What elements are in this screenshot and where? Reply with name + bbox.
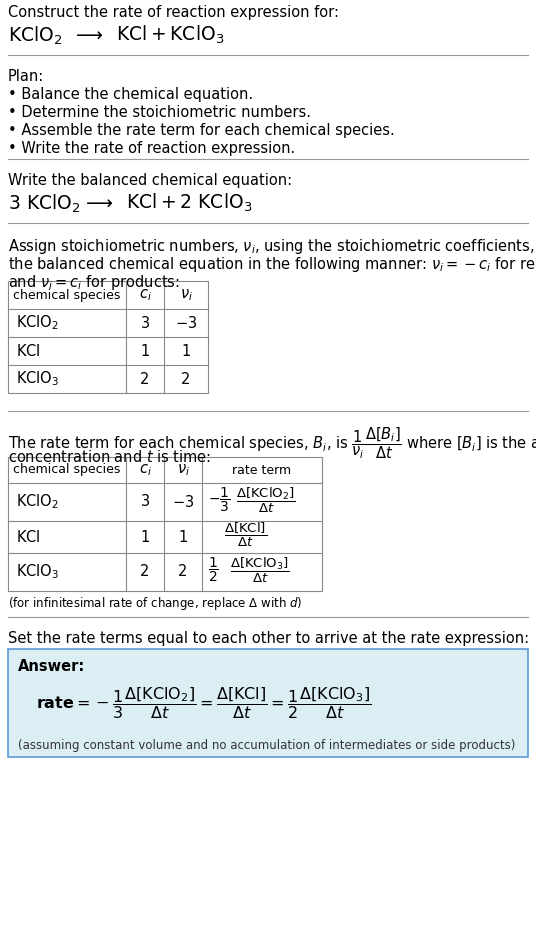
Text: $\mathregular{KCl}$: $\mathregular{KCl}$ [16, 529, 41, 545]
Text: $\dfrac{\Delta[\mathrm{KClO_3}]}{\Delta t}$: $\dfrac{\Delta[\mathrm{KClO_3}]}{\Delta … [230, 555, 290, 585]
Text: $c_i$: $c_i$ [139, 288, 151, 303]
Text: 1: 1 [178, 529, 188, 545]
Text: $\mathregular{3\ KClO_2}$: $\mathregular{3\ KClO_2}$ [8, 193, 81, 215]
Text: $\mathregular{KCl + KClO_3}$: $\mathregular{KCl + KClO_3}$ [116, 24, 225, 47]
Text: Construct the rate of reaction expression for:: Construct the rate of reaction expressio… [8, 5, 339, 20]
Text: • Write the rate of reaction expression.: • Write the rate of reaction expression. [8, 141, 295, 156]
Text: $\mathregular{KClO_3}$: $\mathregular{KClO_3}$ [16, 563, 59, 582]
Bar [8, 457, 322, 591]
Text: 2: 2 [140, 565, 150, 580]
Text: $\mathregular{KCl + 2\ KClO_3}$: $\mathregular{KCl + 2\ KClO_3}$ [126, 192, 252, 214]
Bar [8, 281, 208, 393]
Text: (for infinitesimal rate of change, replace $\Delta$ with $d$): (for infinitesimal rate of change, repla… [8, 595, 302, 612]
Text: chemical species: chemical species [13, 288, 121, 302]
Text: $-3$: $-3$ [175, 315, 197, 331]
Text: 3: 3 [140, 494, 150, 509]
Text: (assuming constant volume and no accumulation of intermediates or side products): (assuming constant volume and no accumul… [18, 739, 516, 752]
Text: • Assemble the rate term for each chemical species.: • Assemble the rate term for each chemic… [8, 123, 394, 138]
Text: 2: 2 [140, 371, 150, 387]
Text: $c_i$: $c_i$ [139, 462, 151, 478]
FancyBboxPatch shape [8, 649, 528, 757]
Text: $\dfrac{1}{2}$: $\dfrac{1}{2}$ [208, 556, 219, 585]
Text: $\mathregular{KClO_2}$: $\mathregular{KClO_2}$ [16, 313, 59, 332]
Text: the balanced chemical equation in the following manner: $\nu_i = -c_i$ for react: the balanced chemical equation in the fo… [8, 255, 536, 274]
Text: • Determine the stoichiometric numbers.: • Determine the stoichiometric numbers. [8, 105, 311, 120]
Text: • Balance the chemical equation.: • Balance the chemical equation. [8, 87, 253, 102]
Text: and $\nu_i = c_i$ for products:: and $\nu_i = c_i$ for products: [8, 273, 180, 292]
Text: $\mathregular{KCl}$: $\mathregular{KCl}$ [16, 343, 41, 359]
Text: Write the balanced chemical equation:: Write the balanced chemical equation: [8, 173, 292, 188]
Text: Set the rate terms equal to each other to arrive at the rate expression:: Set the rate terms equal to each other t… [8, 631, 529, 646]
Text: Answer:: Answer: [18, 659, 85, 674]
Text: 1: 1 [181, 344, 191, 359]
Text: chemical species: chemical species [13, 464, 121, 477]
Text: $-\dfrac{1}{3}$: $-\dfrac{1}{3}$ [208, 486, 230, 514]
Text: Plan:: Plan: [8, 69, 44, 84]
Text: $\mathbf{rate} = -\dfrac{1}{3}\dfrac{\Delta[\mathrm{KClO_2}]}{\Delta t}= \dfrac{: $\mathbf{rate} = -\dfrac{1}{3}\dfrac{\De… [36, 685, 371, 721]
Text: 2: 2 [181, 371, 191, 387]
Text: 2: 2 [178, 565, 188, 580]
Text: 1: 1 [140, 529, 150, 545]
Text: $\mathregular{KClO_2}$: $\mathregular{KClO_2}$ [8, 25, 63, 48]
Text: $\dfrac{\Delta[\mathrm{KCl}]}{\Delta t}$: $\dfrac{\Delta[\mathrm{KCl}]}{\Delta t}$ [224, 521, 267, 549]
Text: 1: 1 [140, 344, 150, 359]
Text: $\nu_i$: $\nu_i$ [180, 288, 192, 303]
Text: $\nu_i$: $\nu_i$ [176, 462, 190, 478]
Text: $\mathregular{KClO_3}$: $\mathregular{KClO_3}$ [16, 369, 59, 388]
Text: $\longrightarrow$: $\longrightarrow$ [72, 25, 103, 44]
Text: $\longrightarrow$: $\longrightarrow$ [82, 193, 114, 212]
Text: The rate term for each chemical species, $B_i$, is $\dfrac{1}{\nu_i}\dfrac{\Delt: The rate term for each chemical species,… [8, 425, 536, 461]
Text: rate term: rate term [233, 464, 292, 477]
Text: $-3$: $-3$ [172, 494, 194, 510]
Text: $\dfrac{\Delta[\mathrm{KClO_2}]}{\Delta t}$: $\dfrac{\Delta[\mathrm{KClO_2}]}{\Delta … [236, 486, 296, 515]
Text: Assign stoichiometric numbers, $\nu_i$, using the stoichiometric coefficients, $: Assign stoichiometric numbers, $\nu_i$, … [8, 237, 536, 256]
Text: $\mathregular{KClO_2}$: $\mathregular{KClO_2}$ [16, 492, 59, 511]
Text: 3: 3 [140, 315, 150, 330]
Text: concentration and $t$ is time:: concentration and $t$ is time: [8, 449, 211, 465]
